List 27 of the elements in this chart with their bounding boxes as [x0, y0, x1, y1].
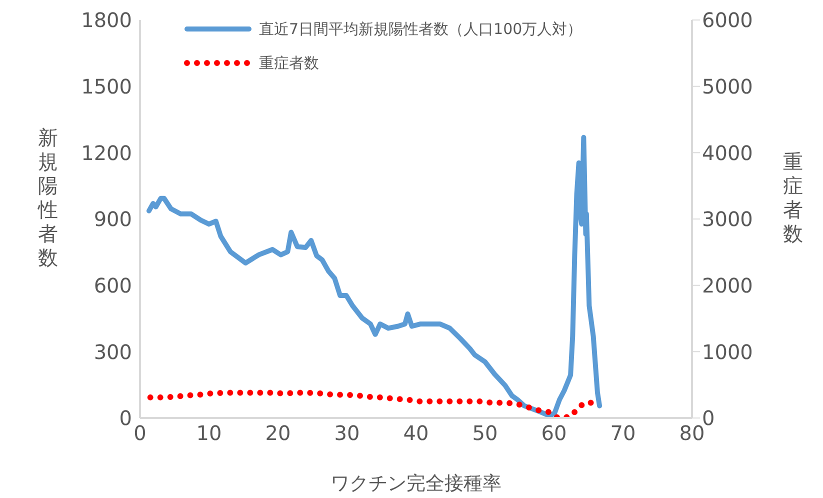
x-tick-label: 80 [679, 421, 705, 446]
y-tick-label: 1200 [81, 140, 132, 165]
x-tick-label: 10 [196, 421, 222, 446]
y2-tick-label: 6000 [702, 8, 753, 32]
y-tick-label: 1500 [81, 74, 132, 98]
y2-tick-label: 2000 [702, 273, 753, 298]
y-axis-title: 新規陽性者数 [37, 125, 58, 270]
y2-tick-label: 3000 [702, 207, 753, 232]
x-tick-label: 20 [265, 421, 291, 446]
y2-tick-label: 0 [702, 406, 715, 430]
y2-tick-label: 4000 [702, 140, 753, 165]
y-tick-label: 300 [94, 340, 132, 364]
y-tick-label: 900 [94, 207, 132, 232]
x-tick-label: 70 [610, 421, 636, 446]
y2-tick-label: 1000 [702, 340, 753, 364]
y-tick-label: 600 [94, 273, 132, 298]
legend-label: 重症者数 [259, 54, 319, 72]
x-axis-title: ワクチン完全接種率 [330, 472, 502, 494]
y-tick-label: 1800 [81, 8, 132, 32]
x-tick-label: 50 [472, 421, 498, 446]
y2-tick-label: 5000 [702, 74, 753, 98]
x-tick-label: 60 [541, 421, 567, 446]
x-tick-label: 40 [403, 421, 429, 446]
legend-label: 直近7日間平均新規陽性者数（人口100万人対） [259, 20, 582, 38]
y-tick-label: 0 [119, 406, 132, 430]
x-tick-label: 30 [334, 421, 360, 446]
y2-axis-title: 重症者数 [783, 149, 803, 246]
